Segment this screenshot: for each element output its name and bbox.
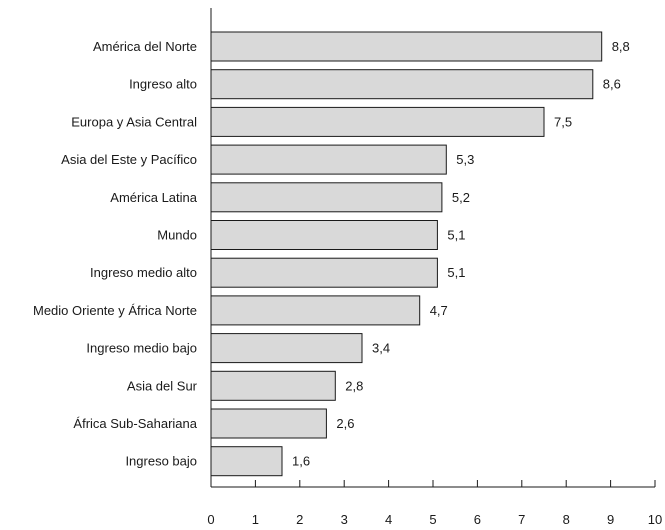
category-label: Medio Oriente y África Norte <box>33 303 197 318</box>
data-label: 5,1 <box>447 228 465 243</box>
data-label: 3,4 <box>372 341 390 356</box>
axis-layer: 0 1 2 3 4 5 6 7 8 9 10 <box>207 8 662 527</box>
bars-layer <box>210 31 603 477</box>
bar <box>210 106 545 137</box>
bar <box>210 69 594 100</box>
category-label: Mundo <box>157 228 197 243</box>
category-label: Europa y Asia Central <box>71 114 197 129</box>
data-label: 5,3 <box>456 152 474 167</box>
x-tick-label: 1 <box>252 512 259 527</box>
data-label: 1,6 <box>292 454 310 469</box>
x-tick-label: 2 <box>296 512 303 527</box>
data-label: 2,6 <box>336 416 354 431</box>
x-tick-label: 4 <box>385 512 392 527</box>
bar <box>210 257 438 288</box>
bar <box>210 220 438 250</box>
category-label: América Latina <box>110 190 197 205</box>
bar <box>210 408 327 439</box>
x-tick-label: 5 <box>429 512 436 527</box>
data-label: 5,1 <box>447 265 465 280</box>
x-tick-label: 7 <box>518 512 525 527</box>
bar <box>210 182 443 213</box>
category-label: América del Norte <box>93 39 197 54</box>
category-label: África Sub-Sahariana <box>73 416 197 431</box>
category-label: Ingreso medio bajo <box>86 341 197 356</box>
x-tick-label: 3 <box>341 512 348 527</box>
bar <box>210 144 447 175</box>
x-tick-label: 10 <box>648 512 662 527</box>
bar <box>210 333 363 364</box>
category-label: Ingreso medio alto <box>90 265 197 280</box>
data-label: 2,8 <box>345 378 363 393</box>
data-label: 4,7 <box>430 303 448 318</box>
bar <box>210 31 603 62</box>
category-label: Ingreso bajo <box>125 454 197 469</box>
data-label: 7,5 <box>554 114 572 129</box>
bar <box>210 295 421 326</box>
data-label: 8,6 <box>603 77 621 92</box>
x-tick-label: 8 <box>563 512 570 527</box>
x-tick-label: 6 <box>474 512 481 527</box>
x-tick-label: 0 <box>207 512 214 527</box>
x-tick-label: 9 <box>607 512 614 527</box>
category-label: Ingreso alto <box>129 77 197 92</box>
data-label: 5,2 <box>452 190 470 205</box>
bar <box>210 370 336 401</box>
labels-layer: América del Norte 8,8 Ingreso alto 8,6 Europ… <box>33 39 630 469</box>
data-label: 8,8 <box>612 39 630 54</box>
bar <box>210 446 283 477</box>
category-label: Asia del Sur <box>127 378 198 393</box>
category-label: Asia del Este y Pacífico <box>61 152 197 167</box>
